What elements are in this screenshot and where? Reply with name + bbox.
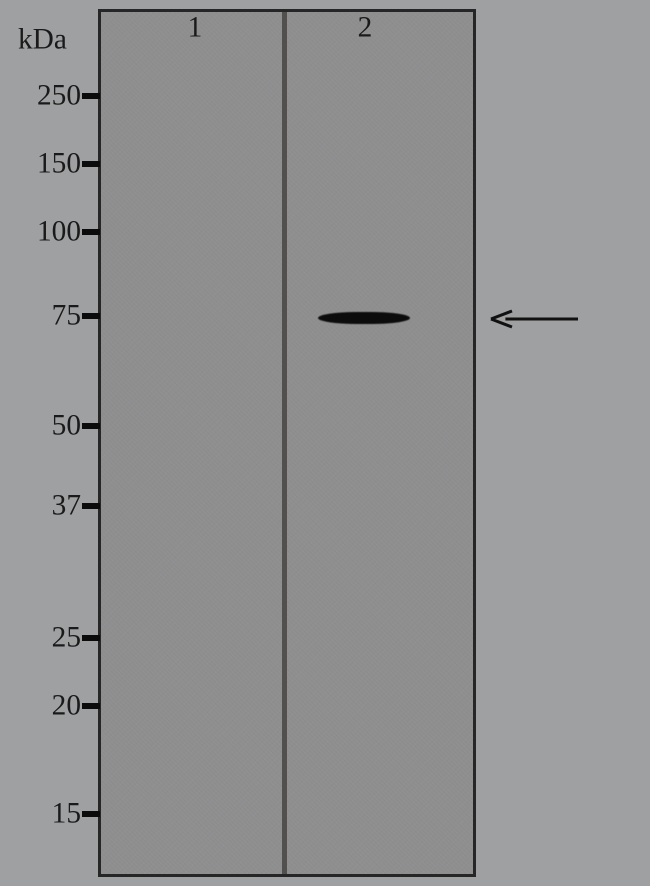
marker-tick-37: [82, 503, 100, 509]
marker-label-25: 25: [21, 622, 81, 655]
marker-label-250: 250: [21, 80, 81, 113]
marker-label-100: 100: [21, 216, 81, 249]
membrane-texture: [101, 12, 473, 874]
marker-tick-25: [82, 635, 100, 641]
band-arrow: [490, 309, 580, 329]
blot-frame: [98, 9, 476, 877]
marker-label-150: 150: [21, 148, 81, 181]
marker-label-37: 37: [21, 490, 81, 523]
band-lane2: [318, 312, 410, 324]
marker-label-20: 20: [21, 690, 81, 723]
marker-tick-20: [82, 703, 100, 709]
marker-tick-50: [82, 423, 100, 429]
lane-divider: [282, 12, 287, 874]
marker-tick-250: [82, 93, 100, 99]
marker-label-75: 75: [21, 300, 81, 333]
marker-label-15: 15: [21, 798, 81, 831]
marker-tick-75: [82, 313, 100, 319]
unit-label: kDa: [18, 24, 67, 57]
marker-tick-15: [82, 811, 100, 817]
marker-tick-100: [82, 229, 100, 235]
blot-canvas: kDa 1 2 250 150 100 75 50 37 25 20 15: [0, 0, 650, 886]
lane-header-2: 2: [358, 12, 373, 45]
marker-tick-150: [82, 161, 100, 167]
marker-label-50: 50: [21, 410, 81, 443]
lane-header-1: 1: [188, 12, 203, 45]
